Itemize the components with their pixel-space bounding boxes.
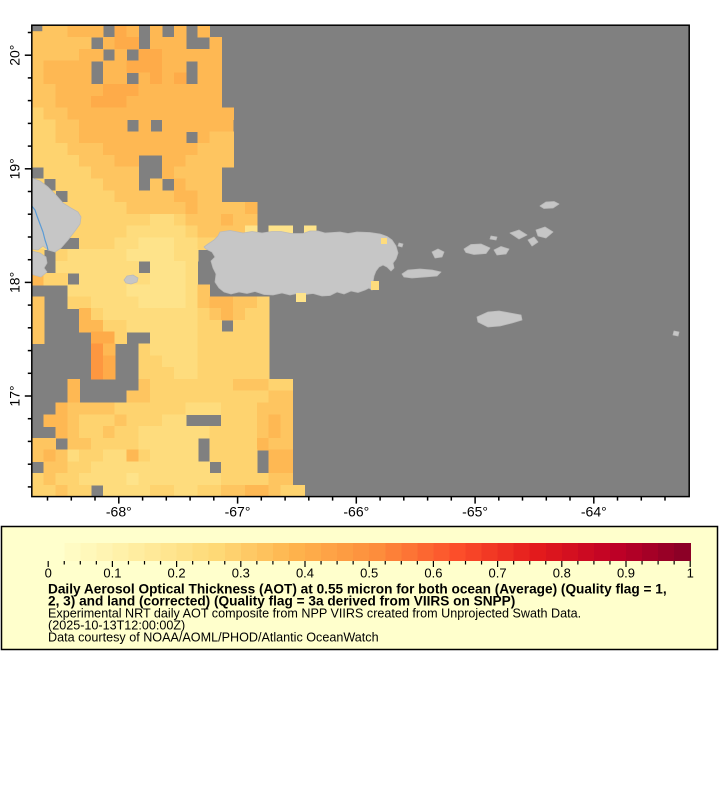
svg-text:0.1: 0.1 [103, 566, 121, 581]
svg-text:0.3: 0.3 [232, 566, 250, 581]
svg-text:Experimental NRT daily AOT com: Experimental NRT daily AOT composite fro… [48, 607, 581, 621]
svg-text:Data courtesy of NOAA/AOML/PHO: Data courtesy of NOAA/AOML/PHOD/Atlantic… [48, 631, 379, 645]
svg-text:20°: 20° [6, 45, 22, 66]
svg-text:-67°: -67° [225, 504, 251, 520]
svg-text:0.9: 0.9 [617, 566, 635, 581]
svg-text:-68°: -68° [106, 504, 132, 520]
svg-text:0.2: 0.2 [168, 566, 186, 581]
svg-text:0.5: 0.5 [360, 566, 378, 581]
svg-text:19°: 19° [6, 158, 22, 179]
svg-text:1: 1 [687, 566, 694, 581]
svg-text:0.7: 0.7 [489, 566, 507, 581]
svg-text:Daily Aerosol Optical Thicknes: Daily Aerosol Optical Thickness (AOT) at… [48, 582, 667, 597]
svg-text:17°: 17° [6, 385, 22, 406]
svg-text:-64°: -64° [581, 504, 607, 520]
svg-text:-66°: -66° [343, 504, 369, 520]
svg-text:-65°: -65° [462, 504, 488, 520]
svg-text:0.6: 0.6 [424, 566, 442, 581]
svg-text:(2025-10-13T12:00:00Z): (2025-10-13T12:00:00Z) [48, 619, 185, 633]
svg-text:0.8: 0.8 [553, 566, 571, 581]
svg-text:0: 0 [45, 566, 52, 581]
svg-text:0.4: 0.4 [296, 566, 314, 581]
svg-text:18°: 18° [6, 272, 22, 293]
svg-text:2, 3) and land (corrected) (Qu: 2, 3) and land (corrected) (Quality flag… [48, 594, 515, 609]
